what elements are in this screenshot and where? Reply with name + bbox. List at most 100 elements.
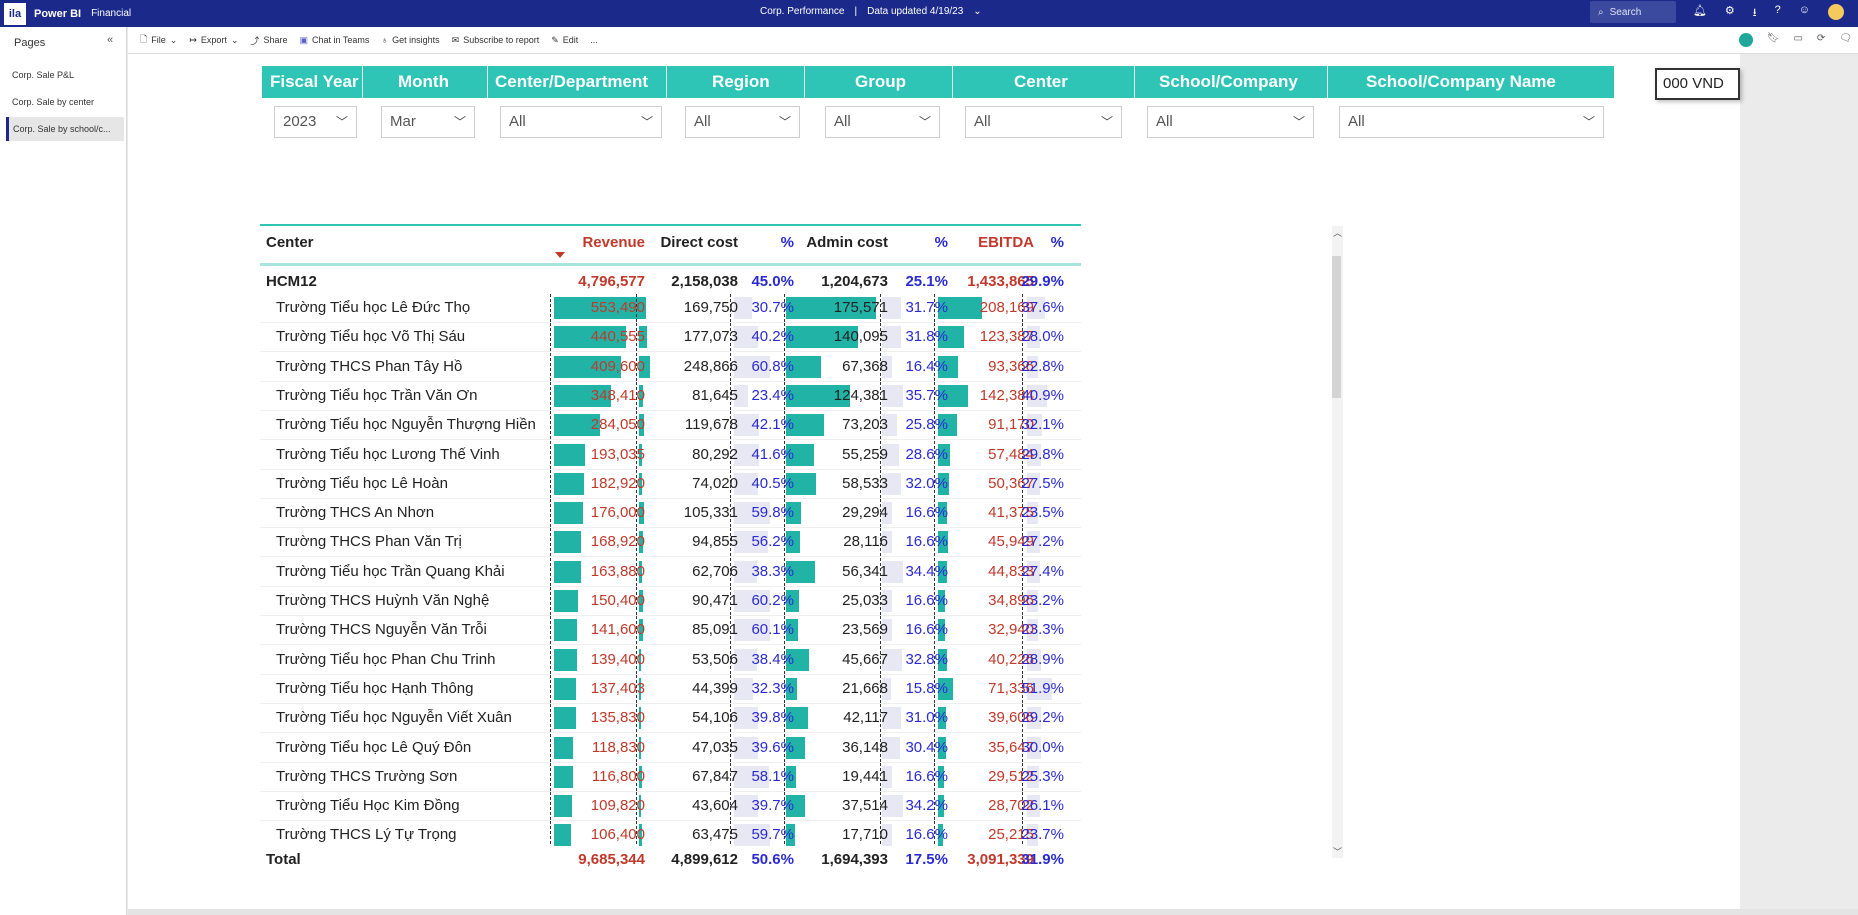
- page-item-by-school[interactable]: Corp. Sale by school/c...: [6, 117, 124, 141]
- table-row[interactable]: Trường Tiểu học Phan Chu Trinh 139,400 53,…: [260, 645, 1081, 675]
- center-dropdown[interactable]: All ﹀: [965, 106, 1122, 138]
- group-revenue: 4,796,577: [578, 273, 645, 290]
- help-icon[interactable]: ?: [1774, 4, 1781, 16]
- row-direct-pct: 38.3%: [751, 562, 794, 580]
- page-item-pl[interactable]: Corp. Sale P&L: [12, 70, 75, 80]
- row-admin-cost: 56,341: [842, 562, 888, 580]
- row-revenue: 193,035: [590, 445, 645, 463]
- group-dropdown[interactable]: All ﹀: [825, 106, 940, 138]
- share-button[interactable]: ⤴ Share: [250, 34, 287, 47]
- row-ebitda: 142,384: [979, 386, 1034, 404]
- table-row[interactable]: Trường THCS Nguyễn Văn Trỗi 141,600 85,091…: [260, 616, 1081, 646]
- row-direct-cost: 74,020: [692, 474, 738, 492]
- refresh-icon[interactable]: [1738, 33, 1753, 47]
- table-row[interactable]: Trường THCS Phan Tây Hồ 409,600 248,866 60.…: [260, 352, 1081, 382]
- scroll-thumb[interactable]: [1332, 256, 1341, 398]
- col-ebitda[interactable]: EBITDA: [978, 234, 1034, 251]
- edit-label: Edit: [562, 35, 579, 45]
- top-icons: 🔔︎ ⚙ ⭳ ? ☺: [1693, 4, 1844, 23]
- scroll-down-icon[interactable]: ﹀: [1332, 847, 1342, 857]
- row-direct-pct: 39.6%: [751, 738, 794, 756]
- search-input[interactable]: Search: [1609, 6, 1642, 18]
- table-row[interactable]: Trường THCS An Nhơn 176,000 105,331 59.8% 29…: [260, 499, 1081, 529]
- row-admin-cost: 124,381: [833, 386, 888, 404]
- table-row[interactable]: Trường Tiểu học Võ Thị Sáu 440,555 177,073…: [260, 323, 1081, 353]
- edit-button[interactable]: ✎ Edit: [551, 35, 578, 46]
- table-row[interactable]: Trường Tiểu học Nguyễn Viết Xuân 135,830 5…: [260, 704, 1081, 734]
- admin-cost-bar: [786, 472, 816, 495]
- table-row[interactable]: Trường Tiểu Học Kim Đồng 109,820 43,604 39.…: [260, 792, 1081, 822]
- chat-in-teams-button[interactable]: ▣ Chat in Teams: [299, 35, 369, 46]
- chevron-down-icon[interactable]: ⌄: [973, 6, 982, 17]
- row-admin-cost: 42,117: [843, 709, 888, 727]
- report-title: Corp. Performance: [760, 6, 845, 17]
- gear-icon[interactable]: ⚙: [1724, 5, 1735, 17]
- school-company-dropdown[interactable]: All ﹀: [1147, 106, 1314, 138]
- more-button[interactable]: ...: [590, 35, 598, 45]
- table-row[interactable]: Trường THCS Trường Sơn 116,800 67,847 58.1%…: [260, 762, 1081, 792]
- download-icon[interactable]: ⭳: [1752, 7, 1757, 19]
- col-ebitda-pct[interactable]: %: [1050, 234, 1064, 251]
- file-menu[interactable]: 🗋 File ⌄: [140, 32, 177, 48]
- pages-title: Pages: [14, 37, 46, 49]
- col-admin-pct[interactable]: %: [934, 234, 948, 251]
- workspace-name[interactable]: Financial: [91, 8, 132, 19]
- group-row[interactable]: HCM12 4,796,577 2,158,038 45.0% 1,204,673 25.…: [260, 268, 1081, 296]
- scroll-up-icon[interactable]: ︿: [1332, 228, 1342, 238]
- ebitda-pct-bar: [1027, 677, 1052, 700]
- search-box[interactable]: ⌕ Search: [1590, 1, 1676, 23]
- comment-icon[interactable]: 🗨︎: [1839, 33, 1852, 44]
- revenue-bar: [554, 355, 621, 378]
- reload-icon[interactable]: ⟳: [1816, 33, 1826, 44]
- table-row[interactable]: Trường Tiểu học Trần Quang Khải 163,880 62…: [260, 557, 1081, 587]
- page-item-by-center[interactable]: Corp. Sale by center: [12, 97, 95, 107]
- direct-cost-bar: [639, 648, 642, 671]
- table-row[interactable]: Trường Tiểu học Lê Hoàn 182,920 74,020 40.5…: [260, 469, 1081, 499]
- row-admin-cost: 58,533: [842, 474, 888, 492]
- sort-desc-icon[interactable]: [555, 252, 565, 258]
- table-row[interactable]: Trường Tiểu học Lê Đức Thọ 553,490 169,750…: [260, 294, 1081, 323]
- table-row[interactable]: Trường Tiểu học Lương Thế Vinh 193,035 80,…: [260, 440, 1081, 470]
- column-separator: [784, 352, 785, 381]
- region-dropdown[interactable]: All ﹀: [685, 106, 800, 138]
- data-updated[interactable]: Data updated 4/19/23: [867, 6, 964, 17]
- export-menu[interactable]: ↦ Export ⌄: [189, 35, 238, 46]
- table-row[interactable]: Trường Tiểu học Nguyễn Thượng Hiền 284,05…: [260, 411, 1081, 441]
- view-icon[interactable]: ▭: [1793, 33, 1803, 44]
- table-row[interactable]: Trường Tiểu học Trần Văn Ơn 348,410 81,645…: [260, 381, 1081, 411]
- feedback-icon[interactable]: ☺: [1798, 4, 1810, 16]
- center-department-dropdown[interactable]: All ﹀: [500, 106, 662, 138]
- table-row[interactable]: Trường Tiểu học Lê Quý Đôn 118,830 47,035 3…: [260, 733, 1081, 763]
- col-admin-cost[interactable]: Admin cost: [806, 234, 888, 251]
- avatar[interactable]: [1828, 4, 1844, 20]
- school-company-name-dropdown[interactable]: All ﹀: [1339, 106, 1604, 138]
- row-center-name: Trường Tiểu học Trần Quang Khải: [276, 562, 505, 580]
- get-insights-button[interactable]: ♁ Get insights: [381, 35, 439, 45]
- direct-pct-bar: [734, 560, 757, 583]
- table-row[interactable]: Trường Tiểu học Hạnh Thông 137,403 44,399 3…: [260, 674, 1081, 704]
- row-direct-pct: 41.6%: [751, 445, 794, 463]
- row-direct-pct: 60.8%: [751, 357, 794, 375]
- col-direct-pct[interactable]: %: [780, 234, 794, 251]
- column-separator: [550, 616, 551, 645]
- slicer-header-school-company: School/Company: [1159, 72, 1298, 91]
- col-center[interactable]: Center: [266, 234, 314, 251]
- subscribe-button[interactable]: ✉ Subscribe to report: [452, 35, 540, 46]
- column-separator: [784, 381, 785, 410]
- col-direct-cost[interactable]: Direct cost: [660, 234, 738, 251]
- bell-icon[interactable]: 🔔︎: [1692, 5, 1707, 17]
- revenue-bar: [554, 824, 572, 847]
- powerbi-brand[interactable]: Power BI: [34, 7, 82, 20]
- row-ebitda-pct: 32.1%: [1021, 416, 1064, 434]
- collapse-icon[interactable]: «: [107, 34, 114, 46]
- ebitda-pct-bar: [1027, 414, 1043, 437]
- fiscal-year-dropdown[interactable]: 2023 ﹀: [274, 106, 357, 138]
- bookmark-icon[interactable]: 🔖︎: [1766, 33, 1780, 44]
- direct-cost-bar: [639, 472, 643, 495]
- col-revenue[interactable]: Revenue: [582, 234, 645, 251]
- table-scrollbar[interactable]: ︿ ﹀: [1332, 226, 1343, 858]
- table-row[interactable]: Trường THCS Phan Văn Trị 168,920 94,855 56.…: [260, 528, 1081, 558]
- month-dropdown[interactable]: Mar ﹀: [381, 106, 475, 138]
- column-separator: [636, 499, 637, 528]
- table-row[interactable]: Trường THCS Huỳnh Văn Nghệ 150,400 90,471 6…: [260, 587, 1081, 616]
